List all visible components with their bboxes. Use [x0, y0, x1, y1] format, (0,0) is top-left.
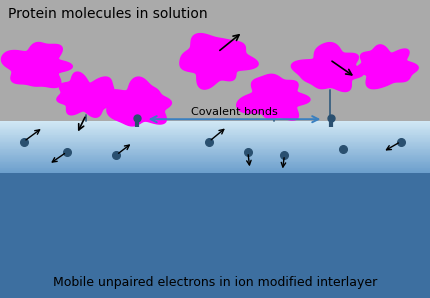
Bar	[0, 123, 430, 124]
Bar	[0, 143, 430, 144]
Bar	[0, 164, 430, 165]
Bar	[0, 133, 430, 134]
Polygon shape	[107, 77, 171, 126]
Bar	[0, 167, 430, 168]
Bar	[0, 147, 430, 148]
Bar	[0, 125, 430, 126]
Polygon shape	[57, 72, 114, 117]
Bar	[0, 149, 430, 150]
Bar	[0, 156, 430, 157]
Bar	[0, 130, 430, 131]
Polygon shape	[236, 74, 309, 120]
Bar	[0, 126, 430, 127]
Bar	[0, 131, 430, 132]
Bar	[0, 158, 430, 159]
Bar	[0, 163, 430, 164]
Bar	[0, 159, 430, 160]
Bar	[0, 124, 430, 125]
Bar	[0, 168, 430, 169]
Bar	[0, 137, 430, 138]
Bar	[0, 140, 430, 141]
Bar	[0, 165, 430, 166]
Bar	[0, 155, 430, 156]
Text: Covalent bonds: Covalent bonds	[190, 107, 277, 117]
Bar	[0, 172, 430, 173]
Bar	[0, 121, 430, 122]
Text: Mobile unpaired electrons in ion modified interlayer: Mobile unpaired electrons in ion modifie…	[53, 276, 377, 289]
Polygon shape	[1, 43, 72, 88]
Bar	[0, 0, 430, 121]
Bar	[0, 148, 430, 149]
Bar	[0, 136, 430, 137]
Bar	[0, 152, 430, 153]
Bar	[0, 153, 430, 154]
Polygon shape	[179, 34, 258, 89]
Bar	[0, 150, 430, 151]
Bar	[0, 151, 430, 152]
Bar	[0, 122, 430, 123]
Bar	[0, 157, 430, 158]
Bar	[0, 146, 430, 147]
Bar	[0, 173, 430, 298]
Bar	[0, 138, 430, 139]
Bar	[0, 127, 430, 128]
Bar	[0, 141, 430, 142]
Bar	[0, 145, 430, 146]
Bar	[0, 139, 430, 140]
Bar	[0, 161, 430, 162]
Bar	[0, 144, 430, 145]
Bar	[0, 132, 430, 133]
Bar	[0, 166, 430, 167]
Polygon shape	[291, 43, 362, 91]
Bar	[0, 160, 430, 161]
Bar	[0, 170, 430, 171]
Polygon shape	[355, 45, 417, 89]
Bar	[0, 128, 430, 129]
Bar	[0, 171, 430, 172]
Bar	[0, 135, 430, 136]
Bar	[0, 162, 430, 163]
Text: Protein molecules in solution: Protein molecules in solution	[8, 7, 207, 21]
Bar	[0, 169, 430, 170]
Bar	[0, 142, 430, 143]
Bar	[0, 134, 430, 135]
Bar	[0, 129, 430, 130]
Bar	[0, 154, 430, 155]
